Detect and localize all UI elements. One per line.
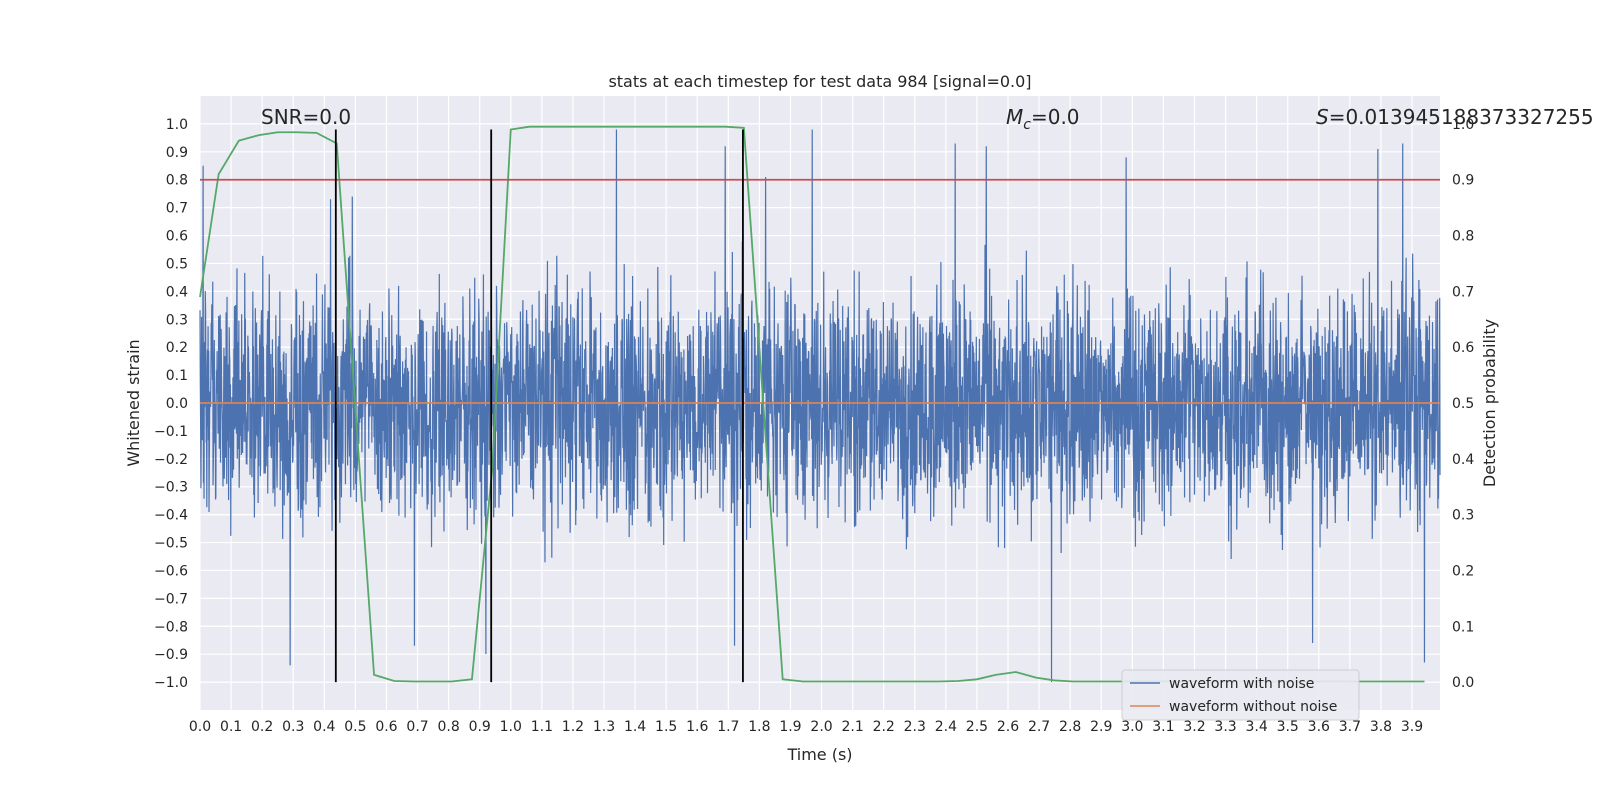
y-tick-label-right: 0.7 [1452,284,1474,300]
x-tick-label: 3.9 [1401,719,1423,735]
legend-label-noise: waveform with noise [1169,676,1314,692]
x-tick-label: 2.6 [997,719,1019,735]
y-tick-label-left: 0.2 [166,340,188,356]
annotation-snr: SNR=0.0 [261,105,351,129]
x-tick-label: 2.7 [1028,719,1050,735]
y-ticks-right: 1.0 0.9 0.8 0.7 0.6 0.5 0.4 0.3 0.2 0.1 0.0 [1452,117,1474,691]
x-tick-label: 0.5 [344,719,366,735]
x-tick-label: 2.2 [873,719,895,735]
x-tick-label: 0.0 [189,719,211,735]
y-axis-label-right: Detection probability [1480,319,1499,487]
annotation-mc-subscript: c [1023,117,1031,133]
x-tick-label: 2.3 [904,719,926,735]
y-tick-label-right: 0.3 [1452,508,1474,524]
x-tick-label: 3.0 [1121,719,1143,735]
y-tick-label-left: −0.6 [154,563,188,579]
y-tick-label-left: −0.8 [154,619,188,635]
x-tick-label: 3.4 [1246,719,1268,735]
annotation-s-value: =0.013945188373327255 [1329,105,1594,129]
y-tick-label-left: 0.5 [166,256,188,272]
x-tick-label: 0.1 [220,719,242,735]
y-tick-label-left: −0.9 [154,647,188,663]
y-tick-label-right: 0.2 [1452,563,1474,579]
x-tick-label: 2.0 [810,719,832,735]
legend: waveform with noise waveform without noi… [1121,669,1360,721]
y-tick-label-right: 0.0 [1452,675,1474,691]
x-tick-label: 0.9 [469,719,491,735]
y-tick-label-left: −0.5 [154,536,188,552]
x-tick-label: 3.5 [1277,719,1299,735]
x-tick-label: 1.2 [562,719,584,735]
x-tick-label: 0.4 [313,719,335,735]
y-tick-label-left: −0.7 [154,591,188,607]
x-tick-label: 3.8 [1370,719,1392,735]
y-tick-label-left: −0.2 [154,452,188,468]
y-tick-label-left: 0.7 [166,201,188,217]
y-tick-label-left: −0.4 [154,508,188,524]
x-tick-label: 1.1 [531,719,553,735]
x-tick-label: 0.8 [437,719,459,735]
x-tick-label: 0.6 [375,719,397,735]
series-waveform-with-noise [199,129,1441,683]
y-tick-label-right: 0.4 [1452,452,1474,468]
annotation-mc-value: =0.0 [1031,105,1080,129]
y-tick-label-right: 0.6 [1452,340,1474,356]
y-tick-label-right: 0.1 [1452,619,1474,635]
y-ticks-left: 1.0 0.9 0.8 0.7 0.6 0.5 0.4 0.3 0.2 0.1 0.0 −0.1 −0.… [154,117,188,691]
y-tick-label-left: 1.0 [166,117,188,133]
x-tick-label: 1.4 [624,719,646,735]
annotation-s: S=0.013945188373327255 [1316,105,1594,129]
x-tick-label: 0.7 [406,719,428,735]
x-tick-label: 2.1 [841,719,863,735]
x-tick-label: 1.9 [779,719,801,735]
legend-label-clean: waveform without noise [1169,699,1337,715]
y-tick-label-left: −0.1 [154,424,188,440]
y-tick-label-left: 0.3 [166,312,188,328]
x-tick-label: 3.3 [1214,719,1236,735]
x-tick-label: 1.7 [717,719,739,735]
chart-title: stats at each timestep for test data 984… [608,72,1031,91]
x-ticks: 0.0 0.1 0.2 0.3 0.4 0.5 0.6 0.7 0.8 0.9 1.0 1.1 1.2 1… [189,719,1423,735]
y-tick-label-left: 0.4 [166,284,188,300]
x-tick-label: 1.0 [500,719,522,735]
y-tick-label-right: 0.8 [1452,229,1474,245]
annotation-mc: Mc=0.0 [1006,105,1080,133]
x-tick-label: 1.5 [655,719,677,735]
annotation-mc-symbol: M [1006,105,1023,129]
x-tick-label: 1.3 [593,719,615,735]
annotation-s-symbol: S [1316,105,1329,129]
x-tick-label: 3.7 [1339,719,1361,735]
x-tick-label: 2.5 [966,719,988,735]
x-tick-label: 2.9 [1090,719,1112,735]
y-tick-label-left: 0.9 [166,145,188,161]
y-tick-label-right: 1.0 [1452,117,1474,133]
vertical-lines [334,129,744,683]
x-tick-label: 1.6 [686,719,708,735]
x-tick-label: 2.4 [935,719,957,735]
y-tick-label-left: 0.8 [166,173,188,189]
x-tick-label: 3.2 [1183,719,1205,735]
x-tick-label: 3.1 [1152,719,1174,735]
x-tick-label: 1.8 [748,719,770,735]
x-tick-label: 0.3 [282,719,304,735]
y-tick-label-left: 0.6 [166,229,188,245]
y-tick-label-left: −1.0 [154,675,188,691]
y-tick-label-right: 0.5 [1452,396,1474,412]
y-tick-label-left: 0.0 [166,396,188,412]
x-tick-label: 2.8 [1059,719,1081,735]
legend-box [1121,669,1360,721]
x-tick-label: 0.2 [251,719,273,735]
y-axis-label-left: Whitened strain [124,339,143,466]
x-tick-label: 3.6 [1308,719,1330,735]
y-tick-label-right: 0.9 [1452,173,1474,189]
y-tick-label-left: −0.3 [154,480,188,496]
y-tick-label-left: 0.1 [166,368,188,384]
x-axis-label: Time (s) [786,745,852,764]
